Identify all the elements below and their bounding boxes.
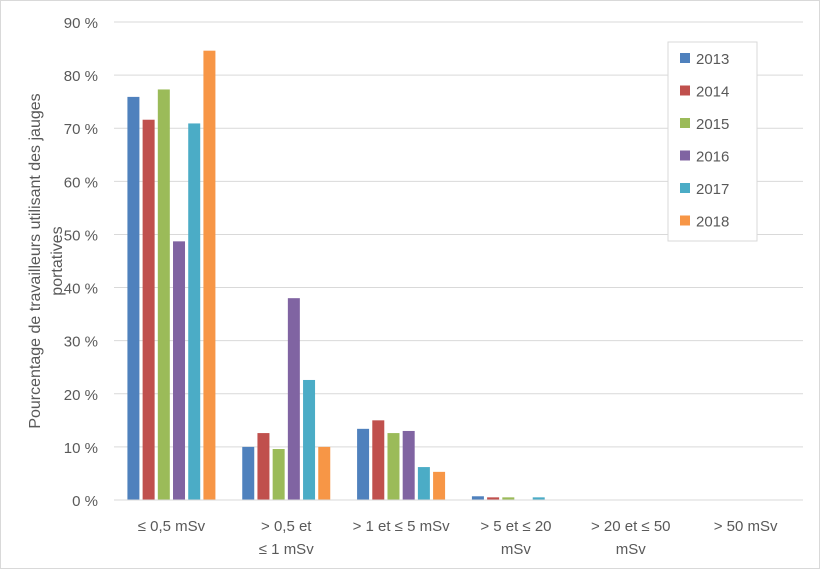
bar-2018-3 — [433, 471, 446, 500]
bar-2015-3 — [387, 433, 400, 500]
y-tick-label: 0 % — [72, 493, 98, 510]
y-axis-title-line: portatives — [49, 226, 66, 295]
x-category-label: > 0,5 et — [261, 518, 312, 535]
bars — [127, 50, 545, 501]
y-axis-title: Pourcentage de travailleurs utilisant de… — [27, 93, 66, 428]
legend-label-2014: 2014 — [696, 84, 729, 101]
bar-2017-2 — [303, 379, 316, 500]
legend-label-2018: 2018 — [696, 214, 729, 231]
bar-2018-1 — [203, 50, 216, 501]
legend-swatch-2014 — [680, 85, 690, 96]
bar-2013-2 — [242, 446, 255, 500]
y-tick-label: 40 % — [64, 281, 98, 298]
y-tick-label: 70 % — [64, 121, 98, 138]
bar-2015-2 — [272, 449, 285, 500]
legend-label-2016: 2016 — [696, 149, 729, 166]
bar-2013-3 — [357, 428, 370, 500]
legend-label-2013: 2013 — [696, 51, 729, 68]
legend: 2013 2014 2015 2016 2017 2018 — [667, 41, 758, 242]
x-axis-category-labels: ≤ 0,5 mSv > 0,5 et ≤ 1 mSv > 1 et ≤ 5 mSv > … — [138, 518, 778, 558]
legend-label-2017: 2017 — [696, 181, 729, 198]
legend-swatch-2013 — [680, 53, 690, 63]
x-category-label: ≤ 0,5 mSv — [138, 518, 206, 535]
x-category-label: mSv — [616, 541, 647, 558]
bar-2018-2 — [318, 446, 331, 500]
bar-2014-1 — [142, 119, 155, 501]
legend-label-2015: 2015 — [696, 116, 729, 133]
legend-swatch-2015 — [680, 118, 690, 128]
x-category-label: > 20 et ≤ 50 — [591, 518, 671, 535]
bar-2016-2 — [287, 298, 300, 500]
x-category-label: mSv — [501, 541, 532, 558]
x-category-label: > 5 et ≤ 20 — [480, 518, 551, 535]
y-tick-label: 50 % — [64, 227, 98, 244]
bar-2014-3 — [372, 420, 385, 500]
y-tick-label: 30 % — [64, 334, 98, 351]
y-tick-label: 60 % — [64, 174, 98, 191]
y-tick-label: 20 % — [64, 387, 98, 404]
bar-2016-3 — [402, 430, 415, 500]
y-tick-label: 80 % — [64, 68, 98, 85]
x-category-label: > 50 mSv — [714, 518, 778, 535]
y-tick-label: 90 % — [64, 15, 98, 32]
bar-2014-2 — [257, 433, 270, 500]
y-axis-tick-labels: 0 % 10 % 20 % 30 % 40 % 50 % 60 % 70 % 80 % 90 % — [64, 15, 98, 510]
gridlines — [114, 21, 803, 448]
x-category-label: ≤ 1 mSv — [259, 541, 314, 558]
legend-swatch-2016 — [680, 150, 690, 161]
bar-2015-1 — [157, 89, 170, 500]
bar-2014-4 — [487, 497, 500, 500]
y-tick-label: 10 % — [64, 440, 98, 457]
bar-2015-4 — [502, 497, 515, 500]
bar-2017-3 — [417, 467, 430, 500]
bar-2013-4 — [471, 496, 484, 500]
legend-swatch-2017 — [680, 183, 690, 193]
legend-swatch-2018 — [680, 215, 690, 226]
x-category-label: > 1 et ≤ 5 mSv — [353, 518, 451, 535]
bar-2016-1 — [173, 241, 186, 501]
bar-2017-1 — [188, 123, 201, 500]
legend-box — [667, 41, 758, 242]
bar-2013-1 — [127, 96, 140, 501]
y-axis-title-line: Pourcentage de travailleurs utilisant de… — [27, 93, 44, 428]
bar-2017-4 — [532, 497, 545, 500]
